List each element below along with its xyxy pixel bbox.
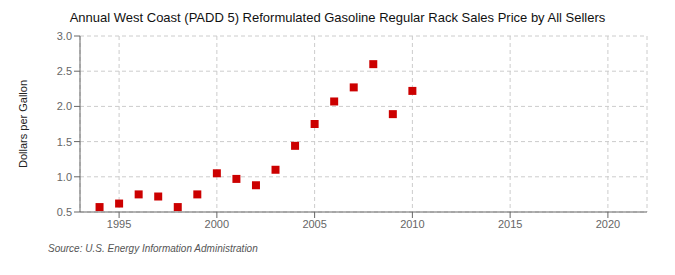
svg-text:2015: 2015 (498, 218, 522, 230)
svg-text:2000: 2000 (205, 218, 229, 230)
html-text:Source: U.S. Energy Informatio: Source: U.S. Energy Information Administ… (48, 243, 258, 254)
svg-text:Dollars per Gallon: Dollars per Gallon (17, 80, 29, 168)
svg-text:1995: 1995 (107, 218, 131, 230)
svg-text:0.5: 0.5 (57, 206, 72, 218)
svg-text:1.0: 1.0 (57, 171, 72, 183)
svg-text:2.0: 2.0 (57, 100, 72, 112)
svg-text:3.0: 3.0 (57, 30, 72, 42)
svg-text:2005: 2005 (302, 218, 326, 230)
svg-text:2010: 2010 (400, 218, 424, 230)
svg-text:2.5: 2.5 (57, 65, 72, 77)
svg-text:1.5: 1.5 (57, 136, 72, 148)
svg-text:2020: 2020 (596, 218, 620, 230)
html-text:Annual West Coast (PADD 5) Ref: Annual West Coast (PADD 5) Reformulated … (69, 10, 606, 25)
